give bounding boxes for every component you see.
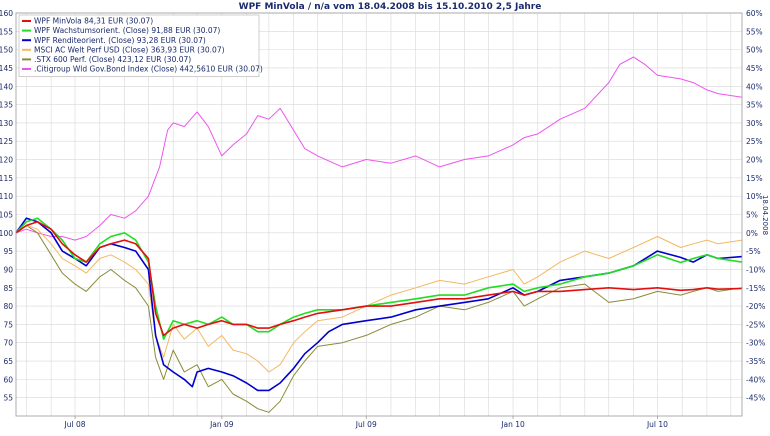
- y2-tick-label: 25%: [746, 137, 763, 146]
- y-tick-label: 130: [0, 119, 13, 128]
- y2-tick-label: 0%: [746, 229, 758, 238]
- series-line: [15, 221, 743, 337]
- y2-tick-label: 15%: [746, 174, 763, 183]
- side-date-label: 18.04.2008: [761, 195, 769, 235]
- y2-tick-label: -5%: [746, 247, 761, 256]
- y2-tick-label: 45%: [746, 64, 763, 73]
- series-line: [15, 225, 743, 413]
- legend-entry: WPF Renditeorient. (Close) 93,28 EUR (30…: [34, 36, 206, 45]
- y2-tick-label: -10%: [746, 265, 765, 274]
- series-layer: [15, 56, 743, 413]
- x-tick-label: Jul 09: [355, 420, 377, 429]
- chart-title: WPF MinVola / n/a vom 18.04.2008 bis 15.…: [239, 2, 542, 12]
- y2-tick-label: 40%: [746, 82, 763, 91]
- y2-tick-label: -15%: [746, 284, 765, 293]
- x-tick-label: Jul 10: [646, 420, 668, 429]
- y-tick-label: 95: [3, 247, 13, 256]
- y2-tick-label: -45%: [746, 394, 765, 403]
- y2-tick-label: 60%: [746, 9, 763, 18]
- y-tick-label: 140: [0, 82, 13, 91]
- series-line: [15, 225, 743, 373]
- y-tick-label: 155: [0, 27, 13, 36]
- y-tick-label: 160: [0, 9, 13, 18]
- y-tick-label: 145: [0, 64, 13, 73]
- y2-tick-label: -40%: [746, 375, 765, 384]
- y2-tick-label: 55%: [746, 27, 763, 36]
- y2-tick-label: 20%: [746, 156, 763, 165]
- y2-tick-label: 30%: [746, 119, 763, 128]
- y2-tick-label: 35%: [746, 101, 763, 110]
- y-tick-label: 60: [3, 375, 13, 384]
- y2-tick-label: 50%: [746, 46, 763, 55]
- legend: WPF MinVola 84,31 EUR (30.07)WPF Wachstu…: [18, 14, 263, 77]
- y-tick-label: 65: [3, 357, 13, 366]
- legend-entry: WPF Wachstumsorient. (Close) 91,88 EUR (…: [34, 26, 220, 35]
- x-tick-label: Jan 10: [500, 420, 525, 429]
- y-tick-label: 110: [0, 192, 13, 201]
- y-tick-label: 70: [3, 339, 13, 348]
- y-tick-label: 150: [0, 46, 13, 55]
- x-tick-label: Jan 09: [209, 420, 234, 429]
- y-tick-label: 80: [3, 302, 13, 311]
- plot-frame: [15, 12, 743, 417]
- x-tick-label: Jul 08: [64, 420, 86, 429]
- series-line: [15, 56, 743, 241]
- legend-entry: MSCI AC Welt Perf USD (Close) 363,93 EUR…: [34, 45, 225, 54]
- y-tick-label: 85: [3, 284, 13, 293]
- y-tick-label: 75: [3, 320, 13, 329]
- y-tick-label: 90: [3, 265, 13, 274]
- y2-tick-label: 5%: [746, 211, 758, 220]
- y-tick-label: 120: [0, 156, 13, 165]
- y-tick-label: 135: [0, 101, 13, 110]
- legend-entry: .Citigroup Wld Gov.Bond Index (Close) 44…: [34, 65, 263, 74]
- y-tick-label: 100: [0, 229, 13, 238]
- y2-tick-label: -35%: [746, 357, 765, 366]
- y-tick-label: 55: [3, 394, 13, 403]
- y2-tick-label: -25%: [746, 320, 765, 329]
- y-tick-label: 105: [0, 211, 13, 220]
- axis-layer: 55 -45% 60 -40% 65 -35% 70 -30% 75 -25% 80 -20% 85 -1…: [0, 9, 765, 429]
- y2-tick-label: -30%: [746, 339, 765, 348]
- y-tick-label: 125: [0, 137, 13, 146]
- legend-box: [18, 14, 260, 77]
- legend-entry: WPF MinVola 84,31 EUR (30.07): [34, 17, 153, 26]
- legend-entry: .STX 600 Perf. (Close) 423,12 EUR (30.07…: [34, 55, 191, 64]
- y2-tick-label: 10%: [746, 192, 763, 201]
- y2-tick-label: -20%: [746, 302, 765, 311]
- y-tick-label: 115: [0, 174, 13, 183]
